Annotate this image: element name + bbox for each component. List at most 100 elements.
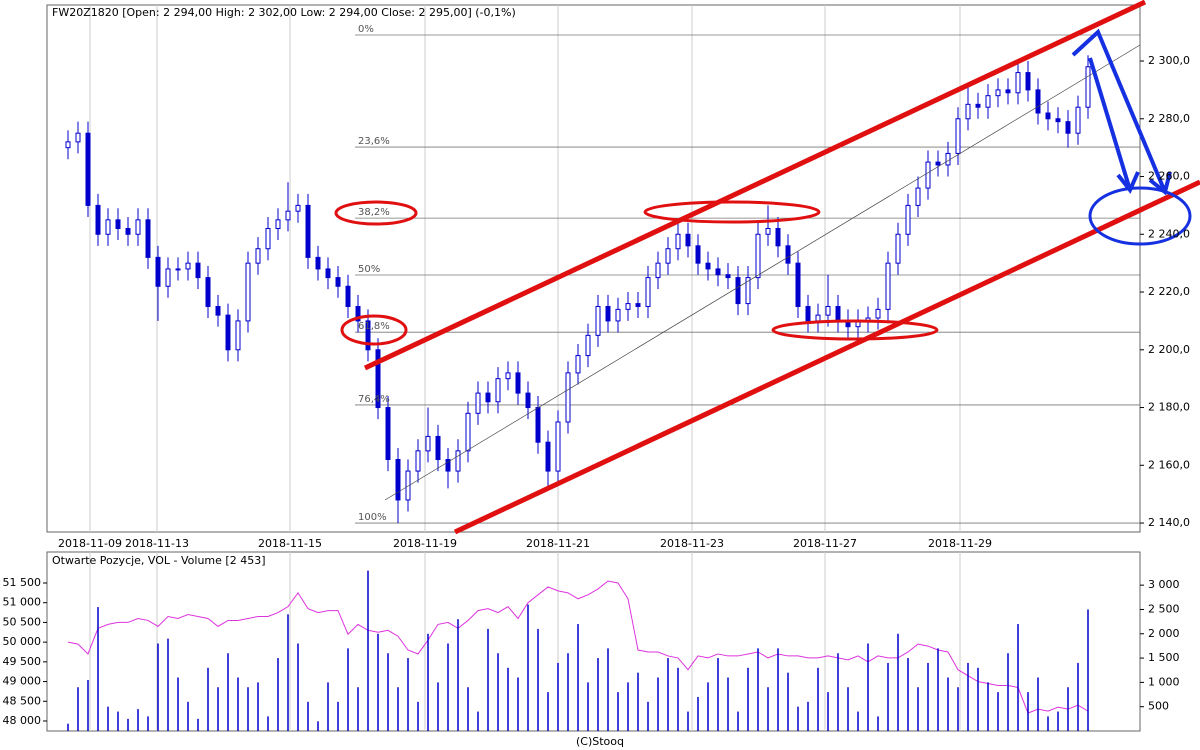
candle-body xyxy=(825,305,831,316)
candle-body xyxy=(215,305,221,316)
y-tick-label: 2 260,0 xyxy=(1148,170,1190,183)
fib-label: 38,2% xyxy=(358,207,390,218)
candle-body xyxy=(605,305,611,322)
channel-upper xyxy=(363,0,1147,371)
y-tick-label: 2 240,0 xyxy=(1148,227,1190,240)
y-tick-label: 2 300,0 xyxy=(1148,54,1190,67)
candle-body xyxy=(255,248,261,264)
candle-body xyxy=(575,355,581,374)
candle-body xyxy=(715,268,721,276)
candle-body xyxy=(945,152,951,166)
candle-body xyxy=(875,308,881,319)
candle-body xyxy=(235,320,241,351)
volume-panel xyxy=(46,551,1141,732)
candle-body xyxy=(375,349,381,409)
fib-label: 23,6% xyxy=(358,136,390,147)
candle-body xyxy=(685,233,691,247)
highlight xyxy=(1088,186,1192,246)
y-tick-label: 2 180,0 xyxy=(1148,401,1190,414)
candle-body xyxy=(415,450,421,472)
y-tick-label: 2 220,0 xyxy=(1148,285,1190,298)
candle-body xyxy=(895,233,901,264)
candle-body xyxy=(835,305,841,322)
candle-body xyxy=(225,314,231,351)
fib-label: 61,8% xyxy=(358,321,390,332)
highlight xyxy=(771,319,939,341)
candle-body xyxy=(815,314,821,322)
candle-body xyxy=(695,245,701,264)
y-tick-label: 2 200,0 xyxy=(1148,343,1190,356)
candle-body xyxy=(95,204,101,235)
price-panel xyxy=(46,4,1141,533)
x-tick-label: 2018-11-09 xyxy=(58,537,122,550)
candle-body xyxy=(85,132,91,206)
candle-body xyxy=(475,392,481,414)
candle-body xyxy=(365,320,371,351)
candle-body xyxy=(65,141,71,149)
candle-body xyxy=(755,233,761,279)
x-tick-label: 2018-11-15 xyxy=(258,537,322,550)
candle-body xyxy=(965,103,971,120)
candle-body xyxy=(135,219,141,235)
y2-tick-label: 1 000 xyxy=(1148,675,1180,688)
fib-label: 76,4% xyxy=(358,394,390,405)
candle-body xyxy=(495,378,501,403)
arrow xyxy=(1088,57,1132,191)
candle-body xyxy=(335,277,341,287)
candle-body xyxy=(1005,89,1011,94)
y-tick-label: 2 160,0 xyxy=(1148,458,1190,471)
candle-body xyxy=(645,277,651,307)
candle-body xyxy=(995,89,1001,97)
candle-body xyxy=(155,256,161,287)
y-tick-label: 51 500 xyxy=(3,576,42,589)
grid xyxy=(43,5,1144,731)
candle-body xyxy=(265,228,271,250)
candle-body xyxy=(305,204,311,258)
candle-body xyxy=(295,204,301,212)
candle-body xyxy=(185,262,191,270)
candle-body xyxy=(1065,121,1071,134)
candle-body xyxy=(765,228,771,235)
x-tick-label: 2018-11-29 xyxy=(928,537,992,550)
candle-body xyxy=(1015,72,1021,94)
candle-body xyxy=(125,228,131,235)
candle-body xyxy=(385,407,391,461)
highlight xyxy=(643,200,821,224)
y-tick-label: 49 500 xyxy=(3,655,42,668)
candle-body xyxy=(795,262,801,307)
candle-body xyxy=(805,305,811,322)
candle-body xyxy=(665,248,671,264)
x-tick-label: 2018-11-21 xyxy=(526,537,590,550)
candle-body xyxy=(915,187,921,206)
trend-line xyxy=(384,44,1141,501)
candle-body xyxy=(315,256,321,270)
candle-body xyxy=(245,262,251,322)
candle-body xyxy=(975,103,981,108)
candle-body xyxy=(545,441,551,472)
candle-body xyxy=(405,470,411,501)
y2-tick-label: 3 000 xyxy=(1148,578,1180,591)
candle-body xyxy=(595,305,601,336)
candle-body xyxy=(1045,112,1051,120)
candle-body xyxy=(355,305,361,322)
y2-tick-label: 2 500 xyxy=(1148,602,1180,615)
chart-title: FW20Z1820 [Open: 2 294,00 High: 2 302,00… xyxy=(52,6,516,19)
candle-body xyxy=(105,219,111,235)
candle-body xyxy=(775,228,781,247)
candle-body xyxy=(175,268,181,271)
y-tick-label: 2 140,0 xyxy=(1148,516,1190,529)
y2-tick-label: 1 500 xyxy=(1148,651,1180,664)
candle-body xyxy=(565,372,571,423)
candle-body xyxy=(1085,66,1091,108)
y-tick-label: 48 000 xyxy=(3,714,42,727)
y-tick-label: 48 500 xyxy=(3,694,42,707)
candle-body xyxy=(425,435,431,452)
candle-body xyxy=(505,372,511,380)
candle-body xyxy=(725,274,731,279)
candle-body xyxy=(515,372,521,394)
annotations xyxy=(334,0,1200,535)
x-tick-label: 2018-11-13 xyxy=(125,537,189,550)
candle-body xyxy=(195,262,201,279)
fib-label: 50% xyxy=(358,264,380,275)
